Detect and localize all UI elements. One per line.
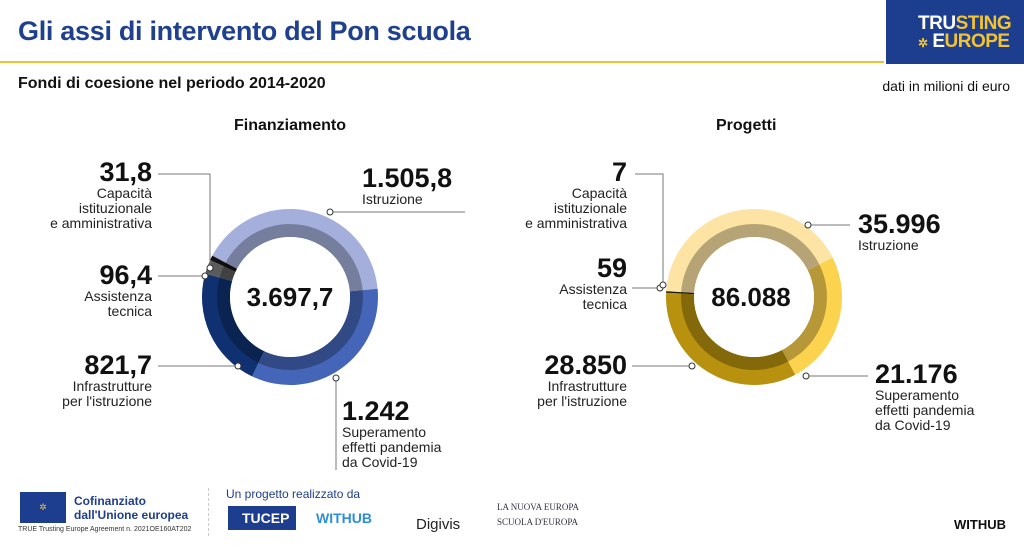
slice-1-4: [666, 291, 695, 294]
slice-name-line: effetti pandemia: [875, 402, 975, 418]
slice-value: 821,7: [84, 350, 152, 380]
slice-name-line: da Covid-19: [875, 417, 951, 433]
donut-hole: [230, 237, 350, 357]
slice-name-line: Istruzione: [858, 237, 919, 253]
divider: [208, 488, 209, 536]
eu-cofinanced: Cofinanziato dall'Unione europea: [74, 494, 189, 522]
leader-line: [635, 173, 664, 285]
slice-inner-band: [219, 266, 236, 281]
slice-value: 7: [611, 157, 627, 187]
nuova-europa-logo: LA NUOVA EUROPA SCUOLA D'EUROPA: [497, 502, 580, 527]
slice-value: 59: [596, 253, 627, 283]
slice-1-1: [782, 257, 842, 375]
slice-name-line: Capacità: [571, 185, 627, 201]
slice-name-line: tecnica: [582, 296, 627, 312]
leader-dot: [234, 362, 242, 370]
slice-inner-band: [216, 277, 265, 363]
withub-footer-logo: WITHUB: [954, 517, 1006, 532]
leader-dot: [659, 281, 667, 289]
slice-label: 821,7 Infrastrutture per l'istruzione: [62, 351, 152, 409]
donut-hole: [694, 237, 814, 357]
slice-name-line: Assistenza: [559, 281, 627, 297]
digivis-logo: Digivis: [416, 516, 461, 533]
slice-name-line: Superamento: [342, 424, 427, 440]
slice-0-0: [212, 209, 378, 292]
slice-inner-band: [258, 290, 363, 370]
slice-0-3: [205, 259, 236, 281]
slice-1-2: [666, 292, 796, 385]
slice-name-line: Infrastrutture: [547, 378, 627, 394]
leader-line: [158, 173, 211, 268]
slice-0-1: [252, 288, 378, 385]
leader-dot: [802, 372, 810, 380]
slice-label: 1.505,8 Istruzione: [362, 164, 452, 207]
withub-logo: WITHUB: [316, 510, 372, 526]
realized-by: Un progetto realizzato da: [226, 487, 361, 501]
slice-inner-band: [223, 262, 238, 272]
slice-label: 7 Capacità istituzionale e amministrativa: [525, 158, 627, 231]
slice-inner-band: [680, 293, 789, 371]
slice-name-line: per l'istruzione: [537, 393, 627, 409]
leader-dot: [804, 221, 812, 229]
chart-title-progetti: Progetti: [716, 117, 777, 134]
eu-flag-icon: ✲: [20, 492, 66, 523]
chart-title-finanziamento: Finanziamento: [234, 117, 347, 134]
slice-name-line: Superamento: [875, 387, 960, 403]
slice-name-line: e amministrativa: [50, 215, 152, 231]
total-progetti: 86.088: [711, 282, 791, 312]
slice-0-2: [202, 273, 265, 377]
slice-name-line: effetti pandemia: [342, 439, 442, 455]
slice-label: 59 Assistenza tecnica: [559, 254, 627, 312]
slice-value: 28.850: [544, 350, 627, 380]
leader-dot: [326, 208, 334, 216]
slice-label: 35.996 Istruzione: [858, 210, 941, 253]
unit-note: dati in milioni di euro: [882, 78, 1010, 94]
slice-label: 96,4 Assistenza tecnica: [84, 261, 152, 319]
slice-value: 96,4: [99, 260, 152, 290]
slice-1-0: [666, 209, 833, 294]
leader-dot: [206, 264, 214, 272]
slice-name-line: Istruzione: [362, 191, 423, 207]
slice-name-line: e amministrativa: [525, 215, 627, 231]
slice-label: 21.176 Superamento effetti pandemia da Covi…: [875, 360, 974, 433]
agreement-text: TRUE Trusting Europe Agreement n. 2021OE…: [18, 526, 192, 533]
total-finanziamento: 3.697,7: [246, 282, 334, 312]
leader-dot: [201, 272, 209, 280]
slice-name-line: Capacità: [96, 185, 152, 201]
slice-inner-band: [681, 223, 820, 294]
slice-name-line: Infrastrutture: [72, 378, 152, 394]
slice-value: 35.996: [858, 209, 941, 239]
slice-value: 1.505,8: [362, 163, 453, 193]
title-underline: [0, 61, 884, 63]
subtitle: Fondi di coesione nel periodo 2014-2020: [18, 75, 326, 92]
leader-dot: [332, 374, 340, 382]
slice-name-line: per l'istruzione: [62, 393, 152, 409]
leader-dot: [688, 362, 696, 370]
slice-value: 21.176: [875, 359, 958, 389]
slice-value: 31,8: [99, 157, 152, 187]
slice-inner-band: [782, 264, 827, 362]
slice-name-line: istituzionale: [553, 200, 627, 216]
slice-label: 28.850 Infrastrutture per l'istruzione: [537, 351, 627, 409]
page-title: Gli assi di intervento del Pon scuola: [18, 16, 471, 46]
slice-name-line: Assistenza: [84, 288, 152, 304]
slice-value: 1.242: [342, 396, 410, 426]
slice-name-line: istituzionale: [78, 200, 152, 216]
slice-0-4: [210, 255, 238, 272]
slice-name-line: tecnica: [107, 303, 152, 319]
slice-label: 1.242 Superamento effetti pandemia da Covid…: [342, 397, 441, 470]
trusting-europe-logo: TRUSTING ✲ EUROPE: [886, 0, 1024, 64]
slice-inner-band: [681, 292, 695, 294]
slice-label: 31,8 Capacità istituzionale e amministrativ…: [50, 158, 152, 231]
slice-name-line: da Covid-19: [342, 454, 418, 470]
slice-inner-band: [225, 224, 363, 292]
tucep-logo: TUCEP: [228, 506, 296, 530]
